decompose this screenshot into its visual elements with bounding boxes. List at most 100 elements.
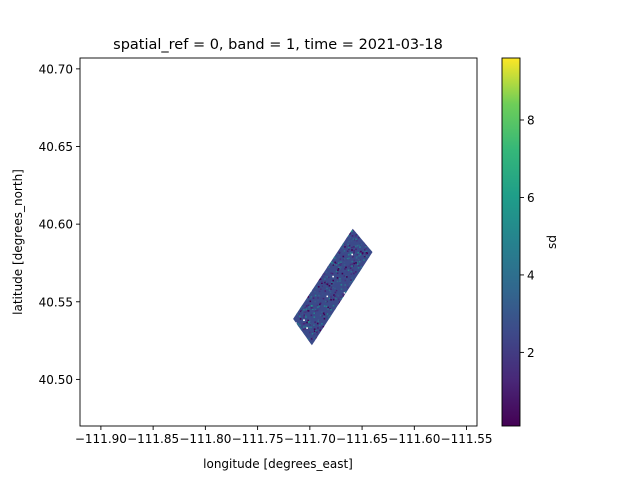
data-pixel bbox=[315, 329, 317, 332]
data-pixel bbox=[317, 320, 320, 323]
x-tick-label: −111.80 bbox=[179, 432, 231, 446]
data-pixel bbox=[345, 244, 347, 247]
data-pixel bbox=[347, 243, 349, 246]
x-tick-label: −111.70 bbox=[284, 432, 336, 446]
data-pixel bbox=[305, 309, 308, 312]
data-pixel bbox=[304, 305, 306, 308]
data-pixel bbox=[303, 314, 306, 316]
data-pixel bbox=[349, 282, 351, 285]
data-pixel bbox=[319, 303, 321, 306]
x-tick-label: −111.85 bbox=[127, 432, 179, 446]
data-pixel bbox=[319, 302, 322, 305]
data-pixel bbox=[340, 299, 343, 301]
data-pixel bbox=[345, 275, 347, 277]
data-pixel bbox=[328, 298, 331, 300]
data-pixel bbox=[358, 244, 361, 246]
data-pixel bbox=[349, 252, 352, 254]
data-pixel bbox=[347, 286, 349, 289]
data-pixel bbox=[305, 308, 308, 311]
data-pixel bbox=[306, 310, 308, 313]
data-pixel bbox=[345, 247, 347, 250]
data-pixel bbox=[328, 289, 331, 292]
data-pixel bbox=[343, 292, 346, 294]
data-pixel bbox=[319, 306, 321, 309]
data-pixel bbox=[318, 295, 321, 297]
data-pixel bbox=[310, 295, 313, 298]
data-pixel bbox=[364, 246, 367, 248]
data-pixel bbox=[340, 260, 343, 263]
data-pixel bbox=[315, 288, 317, 290]
data-pixel bbox=[333, 257, 336, 259]
data-pixel bbox=[352, 265, 354, 267]
x-tick-label: −111.65 bbox=[336, 432, 388, 446]
data-pixel bbox=[339, 264, 342, 266]
data-pixel bbox=[338, 265, 340, 267]
data-pixel bbox=[326, 295, 329, 298]
data-pixel bbox=[357, 267, 360, 269]
colorbar-tick-label: 4 bbox=[527, 268, 535, 282]
x-axis-label: longitude [degrees_east] bbox=[203, 457, 353, 471]
data-pixel bbox=[299, 318, 302, 320]
data-pixel bbox=[319, 314, 322, 317]
data-pixel bbox=[359, 252, 362, 255]
data-pixel bbox=[311, 295, 314, 298]
data-pixel bbox=[304, 325, 306, 328]
data-pixel bbox=[356, 244, 359, 247]
data-pixel bbox=[360, 253, 362, 256]
data-pixel bbox=[350, 270, 353, 273]
data-pixel bbox=[309, 297, 312, 300]
data-pixel bbox=[344, 284, 346, 286]
data-pixel bbox=[342, 293, 345, 295]
data-pixel bbox=[340, 283, 343, 286]
data-pixel bbox=[326, 283, 329, 286]
data-pixel bbox=[363, 249, 366, 251]
data-pixel bbox=[330, 288, 332, 290]
data-pixel bbox=[317, 297, 319, 299]
data-pixel bbox=[313, 328, 316, 330]
data-pixel bbox=[308, 326, 310, 329]
data-pixel bbox=[342, 251, 344, 254]
data-pixel bbox=[308, 321, 310, 323]
data-pixel bbox=[351, 279, 354, 282]
data-pixel bbox=[313, 316, 316, 318]
data-pixel bbox=[357, 262, 359, 264]
data-pixel bbox=[328, 317, 330, 320]
data-pixel bbox=[348, 244, 351, 247]
data-pixel bbox=[346, 276, 348, 278]
data-pixel bbox=[328, 308, 331, 311]
data-pixel bbox=[326, 282, 329, 285]
data-pixel bbox=[356, 255, 358, 258]
data-pixel bbox=[351, 260, 353, 263]
data-pixel bbox=[303, 316, 305, 318]
data-pixel bbox=[337, 253, 339, 255]
data-pixel bbox=[320, 311, 323, 314]
data-pixel bbox=[309, 320, 311, 323]
data-pixel bbox=[337, 295, 340, 297]
data-pixel bbox=[314, 321, 316, 323]
data-pixel bbox=[332, 279, 334, 282]
data-pixel bbox=[355, 248, 357, 251]
data-pixel bbox=[326, 310, 328, 313]
data-pixel bbox=[357, 263, 359, 266]
data-pixel bbox=[305, 316, 307, 318]
data-pixel bbox=[351, 246, 353, 249]
data-pixel bbox=[318, 282, 321, 285]
data-pixel bbox=[321, 275, 324, 278]
data-pixel bbox=[363, 259, 365, 261]
data-pixel bbox=[323, 273, 326, 275]
data-pixel bbox=[355, 262, 357, 264]
data-pixel bbox=[297, 324, 299, 327]
data-pixel bbox=[332, 283, 335, 285]
data-pixel bbox=[350, 240, 353, 242]
x-tick-label: −111.75 bbox=[232, 432, 284, 446]
data-pixel bbox=[332, 281, 335, 284]
data-pixel bbox=[325, 285, 328, 287]
data-pixel bbox=[364, 244, 366, 247]
data-pixel bbox=[332, 275, 334, 278]
data-pixel bbox=[342, 247, 344, 249]
data-pixel bbox=[330, 309, 332, 311]
data-pixel bbox=[317, 282, 320, 284]
data-pixel bbox=[335, 289, 338, 292]
data-pixel bbox=[313, 330, 316, 332]
data-pixel bbox=[347, 265, 349, 267]
